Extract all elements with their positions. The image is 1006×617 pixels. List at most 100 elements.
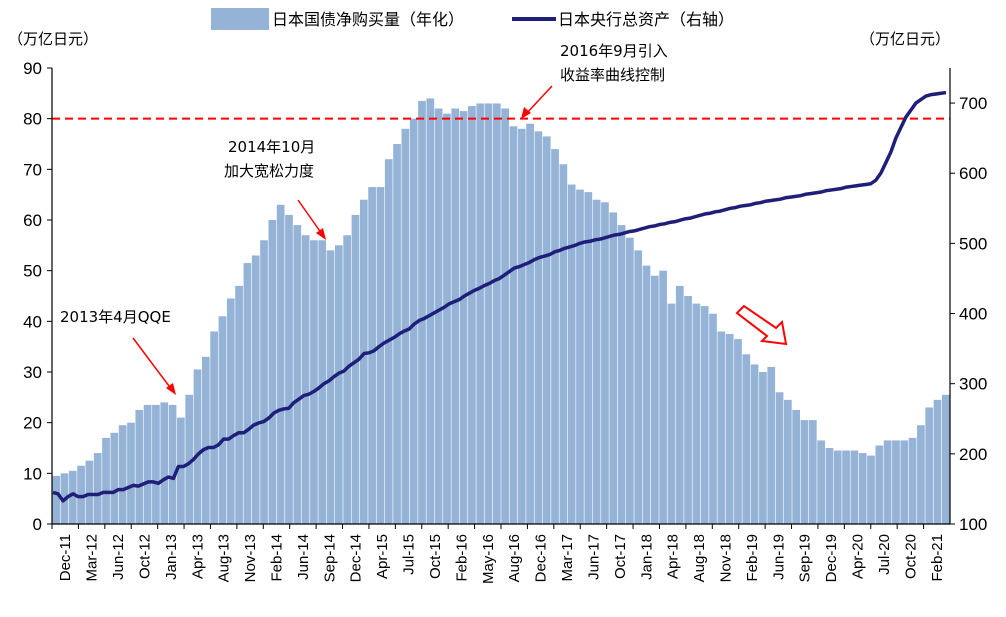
- bar: [185, 394, 194, 524]
- bar: [842, 450, 850, 524]
- right-tick-label: 300: [959, 375, 987, 394]
- bar: [68, 470, 77, 524]
- bar: [617, 225, 626, 524]
- bar: [551, 149, 559, 524]
- bar: [825, 448, 834, 524]
- bar: [310, 240, 318, 524]
- x-tick-label: Aug-13: [216, 534, 233, 582]
- bar: [226, 298, 235, 524]
- bar: [900, 440, 909, 524]
- bar: [542, 136, 551, 524]
- bar: [285, 214, 293, 524]
- bar: [401, 128, 410, 525]
- bar: [684, 296, 692, 524]
- x-tick-label: Jun-17: [585, 534, 602, 580]
- bar: [85, 460, 94, 524]
- x-tick-label: Aug-16: [506, 534, 523, 582]
- bar: [326, 250, 335, 524]
- bar: [659, 270, 667, 524]
- bar: [767, 366, 776, 524]
- bar: [717, 331, 726, 524]
- bar: [642, 265, 651, 524]
- bar: [675, 285, 684, 524]
- bar: [459, 111, 468, 524]
- left-tick-label: 90: [23, 59, 42, 78]
- bar: [193, 369, 202, 524]
- bar: [276, 204, 285, 525]
- bar: [734, 339, 742, 524]
- bar: [351, 214, 360, 524]
- x-tick-label: Jun-14: [295, 534, 312, 580]
- bar: [143, 404, 152, 524]
- bar: [592, 199, 601, 525]
- left-tick-label: 0: [33, 515, 42, 534]
- bar: [817, 440, 825, 524]
- bar: [626, 237, 634, 525]
- bar: [152, 404, 160, 524]
- right-tick-label: 400: [959, 305, 987, 324]
- bar: [318, 240, 327, 524]
- x-tick-label: Jan-13: [163, 534, 180, 580]
- bar: [426, 98, 435, 525]
- x-tick-label: Dec-11: [57, 534, 74, 581]
- bar: [709, 313, 717, 524]
- bar: [808, 420, 817, 524]
- annotation-qqe-arrow: [132, 337, 173, 391]
- decline-arrow: [735, 304, 788, 346]
- annotation-ycc-arrow: [525, 85, 553, 115]
- annotations: 2013年4月QQE 2014年10月 加大宽松力度 2016年9月引入 收益率…: [60, 42, 788, 395]
- bar: [759, 372, 767, 524]
- legend-bar-label: 日本国债净购买量（年化）: [272, 10, 464, 29]
- bar: [359, 199, 368, 525]
- bar: [492, 103, 501, 524]
- x-tick-label: Feb-21: [929, 534, 946, 582]
- legend: 日本国债净购买量（年化） 日本央行总资产（右轴）: [211, 8, 734, 30]
- bar: [235, 285, 243, 524]
- x-axis-ticks: Dec-11 Mar-12 Jun-12 Oct-12 Jan-13 Apr-13 Aug-…: [51, 524, 946, 584]
- bar: [135, 410, 144, 524]
- annotation-ycc-text: 收益率曲线控制: [560, 66, 665, 84]
- x-tick-label: Aug-18: [691, 534, 708, 582]
- bar: [484, 103, 493, 524]
- right-unit-label: （万亿日元）: [860, 30, 950, 48]
- bar: [941, 394, 950, 524]
- bar-series: [52, 98, 950, 525]
- bar: [784, 399, 792, 524]
- x-tick-label: Nov-13: [242, 534, 259, 582]
- bar: [476, 103, 485, 524]
- annotation-easing-year: 2014年10月: [228, 138, 315, 156]
- bar: [908, 437, 917, 524]
- bar: [875, 445, 884, 524]
- bar: [917, 425, 925, 524]
- bar: [293, 225, 302, 524]
- bar: [700, 306, 709, 524]
- right-tick-label: 500: [959, 234, 987, 253]
- bar: [52, 475, 61, 524]
- bar: [526, 123, 534, 524]
- bar: [742, 354, 751, 524]
- left-tick-label: 70: [23, 160, 42, 179]
- x-tick-label: Apr-20: [850, 534, 867, 579]
- annotation-qqe: 2013年4月QQE: [60, 308, 171, 326]
- bar: [160, 402, 169, 524]
- x-tick-label: Dec-14: [348, 534, 365, 582]
- bar: [892, 440, 900, 524]
- legend-bar-swatch: [211, 8, 269, 30]
- bar: [750, 364, 759, 524]
- bar: [368, 187, 376, 524]
- annotation-easing-text: 加大宽松力度: [224, 162, 314, 180]
- bar: [850, 450, 859, 524]
- bar: [534, 131, 543, 524]
- annotation-ycc-year: 2016年9月引入: [560, 42, 668, 60]
- bar: [667, 303, 676, 524]
- x-tick-label: Sep-19: [797, 534, 814, 582]
- bar: [127, 422, 135, 524]
- x-tick-label: Feb-14: [269, 534, 286, 582]
- bar: [559, 164, 568, 524]
- bar: [858, 453, 867, 524]
- right-axis-ticks: 100 200 300 400 500 600 700: [950, 94, 987, 534]
- left-unit-label: （万亿日元）: [8, 30, 98, 48]
- bar: [301, 235, 310, 524]
- bar: [335, 245, 343, 524]
